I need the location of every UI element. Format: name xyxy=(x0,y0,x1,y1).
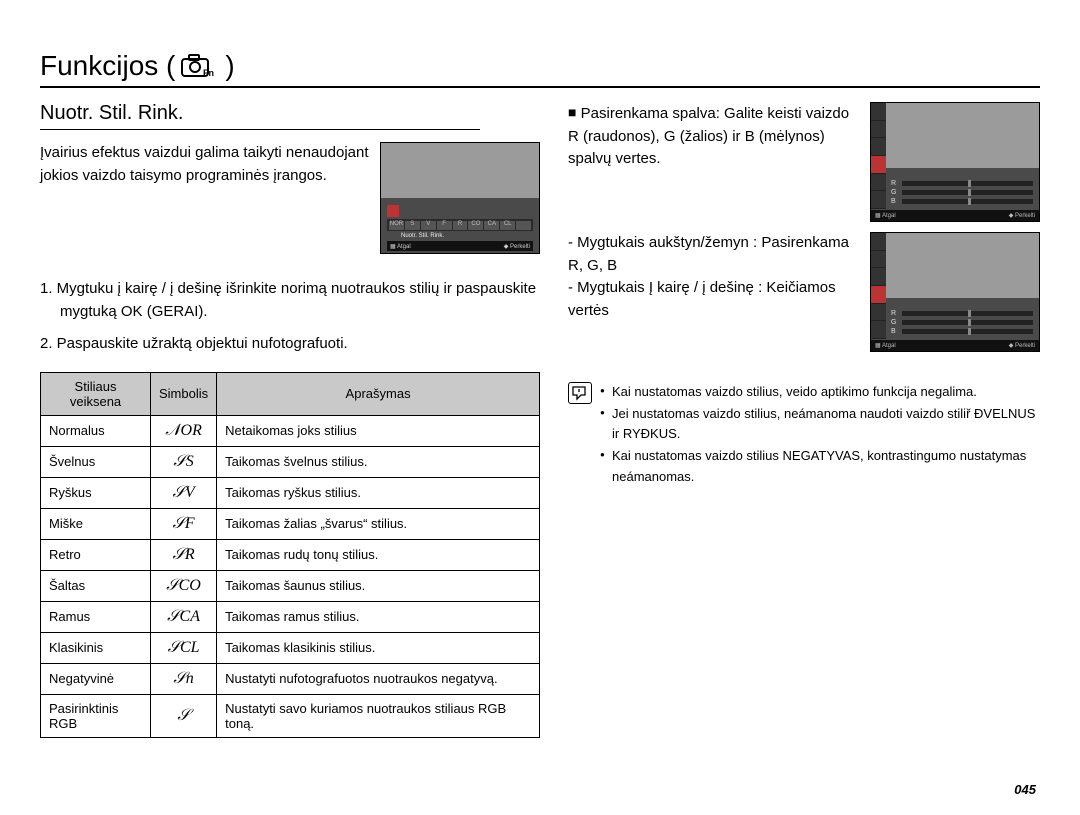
cell-symbol: 𝒮n xyxy=(151,663,217,694)
table-row: Šaltas𝒮COTaikomas šaunus stilius. xyxy=(41,570,540,601)
cell-mode: Švelnus xyxy=(41,446,151,477)
cell-symbol: 𝒮CA xyxy=(151,601,217,632)
th-mode: Stiliaus veiksena xyxy=(41,372,151,415)
cell-mode: Miške xyxy=(41,508,151,539)
cell-symbol: 𝒮V xyxy=(151,477,217,508)
controls-text: - Mygtukais aukštyn/žemyn : Pasirenkama … xyxy=(568,232,862,322)
style-preview-screen: NORSVFRCOCACL Nuotr. Stil. Rink. ▦ Atgal… xyxy=(380,142,540,254)
cell-mode: Negatyvinė xyxy=(41,663,151,694)
cell-desc: Taikomas rudų tonų stilius. xyxy=(217,539,540,570)
table-row: Klasikinis𝒮CLTaikomas klasikinis stilius… xyxy=(41,632,540,663)
svg-text:Fn: Fn xyxy=(203,68,214,78)
preview-bottom-bar: ▦ Atgal ◆ Perkelti xyxy=(387,241,533,251)
cell-mode: Ramus xyxy=(41,601,151,632)
cell-mode: Klasikinis xyxy=(41,632,151,663)
table-row: Ramus𝒮CATaikomas ramus stilius. xyxy=(41,601,540,632)
cell-mode: Pasirinktinis RGB xyxy=(41,694,151,737)
table-row: Švelnus𝒮STaikomas švelnus stilius. xyxy=(41,446,540,477)
subsection-title: Nuotr. Stil. Rink. xyxy=(40,102,480,130)
title-end: ) xyxy=(225,50,234,82)
th-desc: Aprašymas xyxy=(217,372,540,415)
cell-symbol: 𝒮CL xyxy=(151,632,217,663)
table-row: Ryškus𝒮VTaikomas ryškus stilius. xyxy=(41,477,540,508)
page-number: 045 xyxy=(1014,782,1036,797)
cell-symbol: 𝒮F xyxy=(151,508,217,539)
cell-mode: Normalus xyxy=(41,415,151,446)
cell-desc: Taikomas švelnus stilius. xyxy=(217,446,540,477)
cell-symbol: 𝒮 xyxy=(151,694,217,737)
styles-table: Stiliaus veiksena Simbolis Aprašymas Nor… xyxy=(40,372,540,738)
cell-desc: Taikomas klasikinis stilius. xyxy=(217,632,540,663)
cell-desc: Nustatyti savo kuriamos nuotraukos stili… xyxy=(217,694,540,737)
table-row: Negatyvinė𝒮nNustatyti nufotografuotos nu… xyxy=(41,663,540,694)
steps: 1. Mygtuku į kairę / į dešinę išrinkite … xyxy=(40,278,540,356)
cell-symbol: 𝒩OR xyxy=(151,415,217,446)
style-strip: NORSVFRCOCACL xyxy=(387,219,533,231)
cell-desc: Netaikomas joks stilius xyxy=(217,415,540,446)
step-2: 2. Paspauskite užraktą objektui nufotogr… xyxy=(40,333,540,356)
custom-color-text: ■ Pasirenkama spalva: Galite keisti vaiz… xyxy=(568,102,862,171)
cell-mode: Šaltas xyxy=(41,570,151,601)
rgb-preview-1: R G B ▦ Atgal◆ Perkelti xyxy=(870,102,1040,222)
step-1: 1. Mygtuku į kairę / į dešinę išrinkite … xyxy=(40,278,540,323)
cell-desc: Taikomas ryškus stilius. xyxy=(217,477,540,508)
note-item: Kai nustatomas vaizdo stilius, veido apt… xyxy=(600,382,1040,402)
notes-list: Kai nustatomas vaizdo stilius, veido apt… xyxy=(600,382,1040,489)
note-item: Jei nustatomas vaizdo stilius, neámanoma… xyxy=(600,404,1040,444)
table-row: Miške𝒮FTaikomas žalias „švarus“ stilius. xyxy=(41,508,540,539)
page-title: Funkcijos ( Fn ) xyxy=(40,50,1040,88)
note-icon xyxy=(568,382,592,404)
cell-symbol: 𝒮S xyxy=(151,446,217,477)
cell-symbol: 𝒮R xyxy=(151,539,217,570)
cell-desc: Taikomas ramus stilius. xyxy=(217,601,540,632)
preview-caption: Nuotr. Stil. Rink. xyxy=(401,233,444,239)
intro-text: Įvairius efektus vaizdui galima taikyti … xyxy=(40,142,370,187)
cell-symbol: 𝒮CO xyxy=(151,570,217,601)
title-text: Funkcijos ( xyxy=(40,50,175,82)
cell-desc: Taikomas žalias „švarus“ stilius. xyxy=(217,508,540,539)
rgb-preview-2: R G B ▦ Atgal◆ Perkelti xyxy=(870,232,1040,352)
cell-mode: Retro xyxy=(41,539,151,570)
table-row: Retro𝒮RTaikomas rudų tonų stilius. xyxy=(41,539,540,570)
th-symbol: Simbolis xyxy=(151,372,217,415)
table-row: Pasirinktinis RGB𝒮Nustatyti savo kuriamo… xyxy=(41,694,540,737)
cell-desc: Taikomas šaunus stilius. xyxy=(217,570,540,601)
table-row: Normalus𝒩ORNetaikomas joks stilius xyxy=(41,415,540,446)
camera-fn-icon: Fn xyxy=(181,54,219,78)
cell-desc: Nustatyti nufotografuotos nuotraukos neg… xyxy=(217,663,540,694)
cell-mode: Ryškus xyxy=(41,477,151,508)
note-item: Kai nustatomas vaizdo stilius NEGATYVAS,… xyxy=(600,446,1040,486)
